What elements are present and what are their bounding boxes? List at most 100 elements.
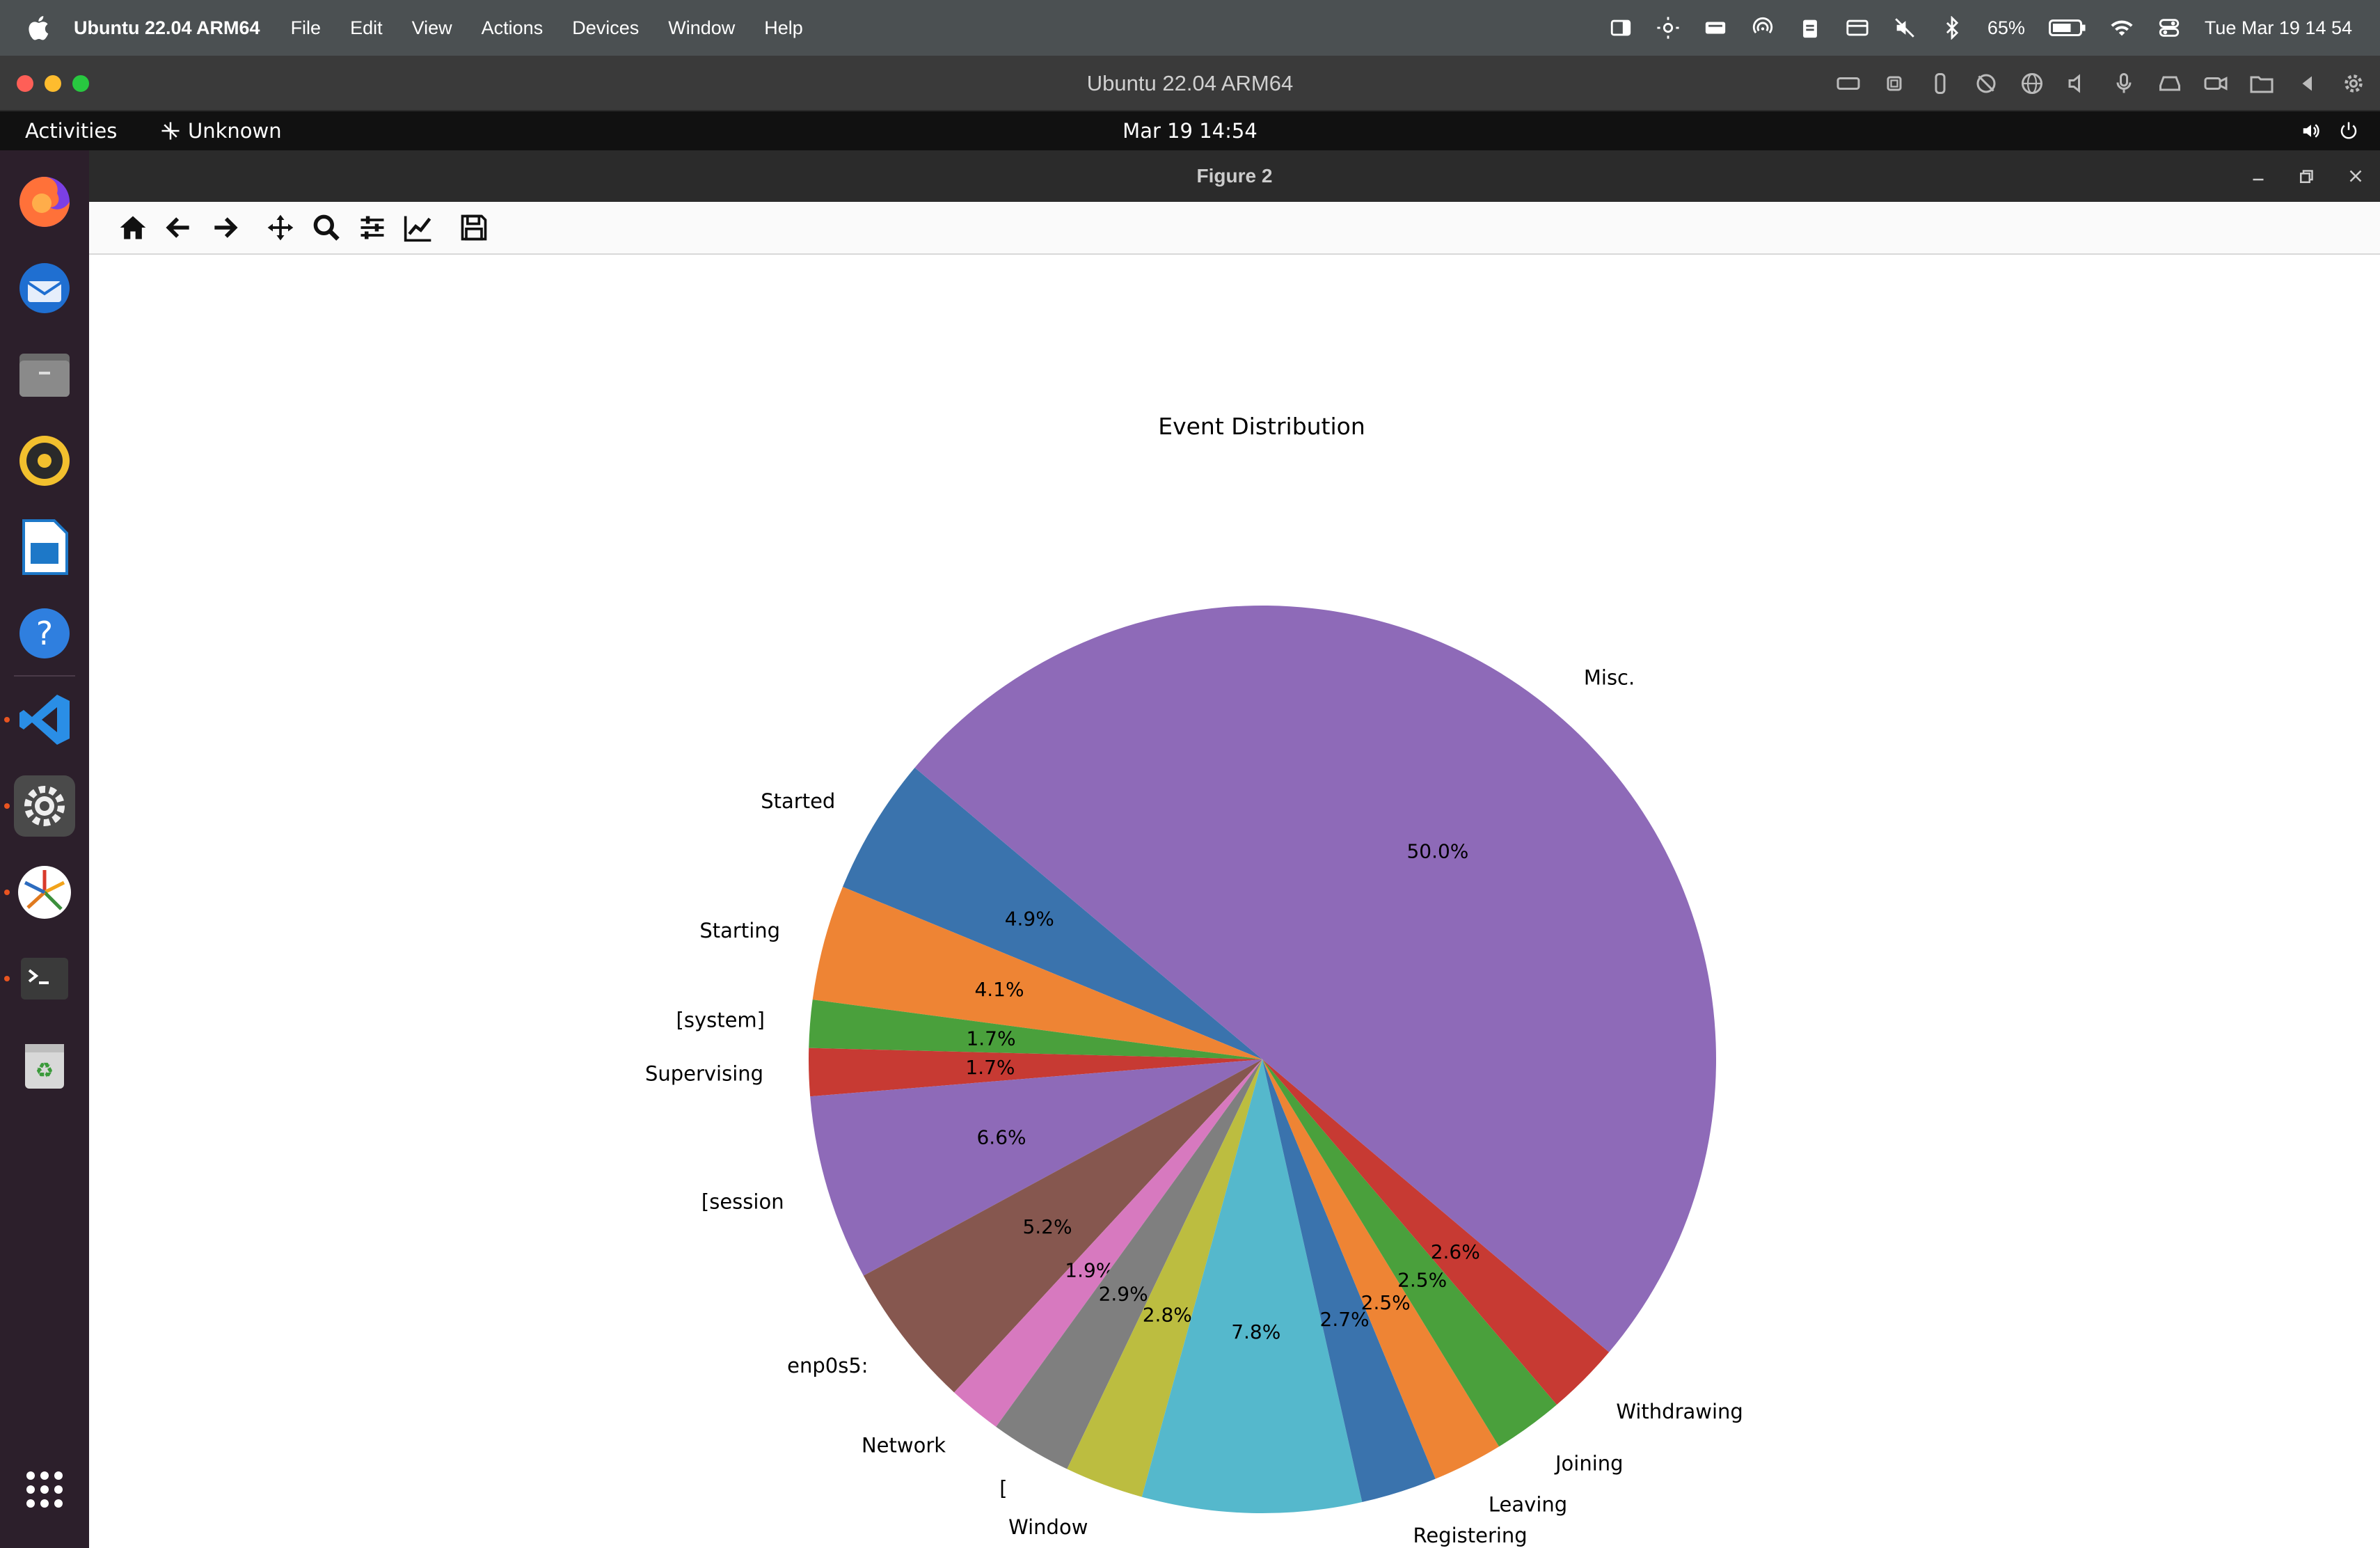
- menu-edit[interactable]: Edit: [350, 17, 383, 38]
- collapse-arrow-icon[interactable]: [2295, 71, 2320, 96]
- svg-text:?: ?: [36, 615, 53, 652]
- vm-toolbar: [1836, 56, 2366, 111]
- gear-icon[interactable]: [2341, 71, 2366, 96]
- pie-slice: [842, 767, 1262, 1059]
- chart-title: Event Distribution: [1158, 413, 1365, 440]
- home-icon[interactable]: [110, 205, 156, 251]
- video-icon[interactable]: [2203, 71, 2228, 96]
- pie-slice: [1067, 1059, 1262, 1497]
- minimize-window-button[interactable]: [45, 75, 61, 92]
- camera-off-icon[interactable]: [1974, 71, 1999, 96]
- figure-window-controls: [2248, 150, 2366, 202]
- terminal-icon[interactable]: [14, 948, 75, 1009]
- figure-title: Figure 2: [1196, 165, 1273, 187]
- writer-icon[interactable]: [14, 516, 75, 578]
- menu-window[interactable]: Window: [668, 17, 736, 38]
- app-indicator-label: Unknown: [188, 119, 282, 143]
- control-center-icon[interactable]: [2157, 16, 2181, 40]
- show-apps-icon[interactable]: [14, 1459, 75, 1520]
- pie-chart: 4.9% Started 4.1% Starting 1.7% [system] 1.7% S…: [645, 605, 1743, 1548]
- activities-button[interactable]: Activities: [25, 119, 118, 143]
- slice-percent-label: 50.0%: [1406, 840, 1468, 863]
- edit-axis-icon[interactable]: [395, 205, 441, 251]
- zoom-window-button[interactable]: [72, 75, 89, 92]
- system-tray[interactable]: [2301, 111, 2359, 150]
- slice-category-label: [system]: [676, 1009, 765, 1032]
- menu-view[interactable]: View: [411, 17, 452, 38]
- configure-subplots-icon[interactable]: [349, 205, 395, 251]
- window-icon[interactable]: [1846, 16, 1869, 40]
- slice-category-label: Starting: [699, 919, 780, 942]
- network-icon[interactable]: [2020, 71, 2045, 96]
- close-icon[interactable]: [2345, 166, 2366, 187]
- pie-slice: [810, 1059, 1262, 1276]
- pie-slice: [1262, 1059, 1557, 1447]
- pie-slice: [1262, 1059, 1436, 1503]
- minimize-icon[interactable]: [2248, 166, 2269, 187]
- slice-category-label: Supervising: [645, 1061, 763, 1085]
- pinwheel-app-icon[interactable]: [14, 862, 75, 923]
- settings-icon[interactable]: [14, 775, 75, 837]
- dock-separator: [14, 675, 75, 677]
- drive-icon[interactable]: [2157, 71, 2182, 96]
- gnome-clock[interactable]: Mar 19 14:54: [1122, 119, 1258, 143]
- clipboard-icon[interactable]: [1798, 16, 1822, 40]
- vscode-icon[interactable]: [14, 689, 75, 750]
- airdrop-icon[interactable]: [1751, 16, 1775, 40]
- dock: ? ♻: [0, 150, 89, 1548]
- speaker-icon[interactable]: [2065, 71, 2091, 96]
- battery-icon[interactable]: [2048, 16, 2086, 40]
- bluetooth-icon[interactable]: [1940, 16, 1964, 40]
- menu-help[interactable]: Help: [764, 17, 803, 38]
- microphone-icon[interactable]: [2111, 71, 2136, 96]
- menubar-app-name[interactable]: Ubuntu 22.04 ARM64: [74, 17, 260, 38]
- files-icon[interactable]: [14, 344, 75, 405]
- figure-titlebar[interactable]: Figure 2: [89, 150, 2380, 202]
- mac-clock[interactable]: Tue Mar 19 14 54: [2204, 17, 2352, 38]
- pie-slice: [809, 1048, 1262, 1097]
- help-icon[interactable]: ?: [14, 603, 75, 664]
- menu-file[interactable]: File: [290, 17, 322, 38]
- power-icon[interactable]: [2338, 120, 2359, 141]
- running-indicator: [4, 717, 10, 722]
- wifi-icon[interactable]: [2110, 16, 2134, 40]
- slice-percent-label: 5.2%: [1022, 1215, 1072, 1238]
- keyboard-icon[interactable]: [1836, 71, 1861, 96]
- forward-icon[interactable]: [202, 205, 248, 251]
- slice-percent-label: 2.8%: [1143, 1304, 1192, 1327]
- pan-icon[interactable]: [257, 205, 303, 251]
- save-icon[interactable]: [451, 205, 497, 251]
- menu-devices[interactable]: Devices: [572, 17, 640, 38]
- cpu-icon[interactable]: [1882, 71, 1907, 96]
- menu-actions[interactable]: Actions: [481, 17, 544, 38]
- slice-category-label: Window: [1008, 1515, 1088, 1539]
- slice-category-label: Joining: [1554, 1452, 1624, 1476]
- volume-icon[interactable]: [2301, 120, 2322, 141]
- figure-canvas[interactable]: Event Distribution 4.9% Started 4.1% Starti…: [89, 256, 2380, 1548]
- slice-percent-label: 7.8%: [1231, 1320, 1280, 1343]
- shared-folder-icon[interactable]: [2249, 71, 2274, 96]
- apple-menu-icon[interactable]: [25, 14, 50, 42]
- trash-icon[interactable]: ♻: [14, 1034, 75, 1096]
- firefox-icon[interactable]: [14, 171, 75, 232]
- pie-slice: [914, 605, 1717, 1352]
- restore-icon[interactable]: [2296, 166, 2317, 187]
- mute-icon[interactable]: [1893, 16, 1917, 40]
- mac-menubar: Ubuntu 22.04 ARM64 File Edit View Action…: [0, 0, 2380, 56]
- thunderbird-icon[interactable]: [14, 258, 75, 319]
- back-icon[interactable]: [156, 205, 202, 251]
- vm-title: Ubuntu 22.04 ARM64: [1086, 71, 1294, 95]
- running-indicator: [4, 890, 10, 895]
- slice-category-label: [: [999, 1477, 1007, 1501]
- slice-percent-label: 2.9%: [1099, 1282, 1148, 1305]
- usb-icon[interactable]: [1928, 71, 1953, 96]
- zoom-icon[interactable]: [303, 205, 349, 251]
- rhythmbox-icon[interactable]: [14, 430, 75, 491]
- app-indicator[interactable]: Unknown: [160, 111, 282, 150]
- close-window-button[interactable]: [17, 75, 33, 92]
- pie-slice: [809, 1000, 1262, 1059]
- brightness-icon[interactable]: [1656, 16, 1680, 40]
- sidebar-icon[interactable]: [1609, 16, 1633, 40]
- running-indicator: [4, 803, 10, 809]
- keyboard-icon[interactable]: [1704, 16, 1727, 40]
